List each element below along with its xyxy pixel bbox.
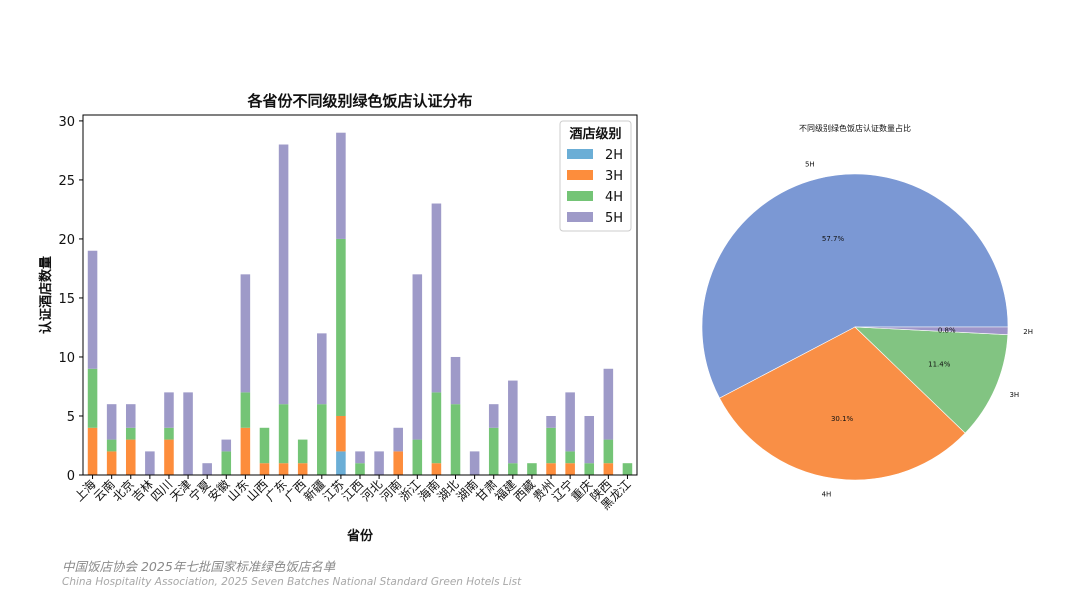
bar-segment-3H	[603, 463, 614, 475]
pie-slice-3H	[854, 326, 1009, 434]
bar-segment-5H	[508, 380, 518, 464]
bar-segment-4H	[125, 427, 136, 440]
bar-segment-5H	[603, 368, 614, 440]
bar-segment-3H	[431, 463, 442, 475]
bar-segment-5H	[488, 404, 499, 428]
bar-segment-5H	[469, 451, 480, 475]
y-tick-label: 25	[58, 174, 75, 189]
bar-segment-5H	[431, 203, 442, 393]
bar-segment-3H	[297, 463, 308, 475]
bar-segment-4H	[317, 404, 327, 475]
legend-swatch-2H	[567, 149, 593, 159]
bar-segment-4H	[297, 439, 308, 464]
y-tick-label: 20	[58, 233, 75, 248]
bar-segment-4H	[412, 439, 423, 475]
bar-segment-3H	[87, 427, 98, 475]
bar-segment-4H	[622, 463, 633, 475]
legend-label-2H: 2H	[605, 148, 623, 163]
pie-label-2H: 2H	[1023, 328, 1033, 336]
bar-segment-4H	[584, 463, 595, 475]
pie-pct-4H: 30.1%	[831, 415, 854, 423]
pie-slice-5H	[701, 173, 1009, 399]
footer-source-en: China Hospitality Association, 2025 Seve…	[62, 576, 522, 588]
legend-swatch-3H	[567, 170, 593, 180]
footer-source-cn: 中国饭店协会 2025年七批国家标准绿色饭店名单	[62, 559, 336, 574]
pie-slice-2H	[854, 326, 1009, 336]
pie-label-4H: 4H	[822, 491, 832, 499]
bar-segment-3H	[240, 427, 251, 475]
bar-segment-4H	[565, 451, 575, 464]
bar-segment-5H	[393, 427, 403, 452]
legend-label-5H: 5H	[605, 211, 623, 226]
bar-segment-5H	[202, 463, 212, 475]
legend-title: 酒店级别	[569, 126, 621, 142]
bar-segment-5H	[565, 392, 575, 452]
bar-segment-4H	[278, 404, 289, 464]
y-tick-label: 5	[67, 410, 75, 425]
bar-segment-3H	[164, 439, 174, 475]
pie-slice-4H	[719, 326, 966, 481]
y-tick-label: 30	[58, 115, 75, 130]
x-axis-label: 省份	[346, 528, 374, 544]
bar-segment-5H	[164, 392, 174, 428]
bar-segment-5H	[240, 274, 251, 393]
pie-pct-5H: 57.7%	[822, 235, 845, 243]
pie-chart-title: 不同级别绿色饭店认证数量占比	[799, 123, 911, 133]
bar-segment-5H	[412, 274, 423, 440]
bar-segment-5H	[145, 451, 155, 475]
y-tick-label: 10	[58, 351, 75, 366]
bar-segment-4H	[240, 392, 251, 428]
legend-label-4H: 4H	[605, 190, 623, 205]
bar-segment-5H	[125, 404, 136, 428]
bar-segment-5H	[278, 144, 289, 405]
bar-chart-title: 各省份不同级别绿色饭店认证分布	[246, 92, 472, 110]
bar-segment-3H	[259, 463, 270, 475]
legend-swatch-5H	[567, 212, 593, 222]
y-tick-label: 15	[58, 292, 75, 307]
bar-segment-5H	[183, 392, 193, 475]
bar-segment-4H	[221, 451, 232, 475]
bar-segment-4H	[106, 439, 117, 452]
bar-segment-4H	[259, 427, 270, 464]
bar-segment-5H	[106, 404, 117, 440]
bar-segment-5H	[87, 250, 98, 369]
y-tick-label: 0	[67, 469, 75, 484]
bar-segment-3H	[125, 439, 136, 475]
bar-segment-5H	[450, 356, 461, 405]
pie-label-3H: 3H	[1009, 391, 1019, 399]
bar-segment-5H	[317, 333, 327, 405]
bar-segment-4H	[164, 427, 174, 440]
bar-segment-4H	[450, 404, 461, 475]
bar-segment-3H	[336, 415, 346, 452]
pie-label-5H: 5H	[805, 161, 815, 169]
y-axis-label: 认证酒店数量	[38, 256, 54, 334]
bar-segment-5H	[546, 415, 556, 428]
bar-segment-4H	[355, 463, 365, 475]
bar-segment-4H	[527, 463, 537, 475]
bar-segment-3H	[106, 451, 117, 475]
bar-segment-2H	[336, 451, 346, 475]
bar-segment-5H	[355, 451, 365, 464]
bar-segment-4H	[431, 392, 442, 464]
bar-segment-5H	[374, 451, 384, 475]
bar-segment-3H	[278, 463, 289, 475]
pie-pct-3H: 11.4%	[928, 360, 951, 368]
bar-segment-4H	[508, 463, 518, 475]
legend-swatch-4H	[567, 191, 593, 201]
bar-segment-3H	[393, 451, 403, 475]
legend-box	[559, 120, 632, 232]
bar-segment-4H	[336, 238, 346, 416]
bar-segment-4H	[87, 368, 98, 428]
bar-segment-5H	[584, 415, 595, 464]
bar-segment-4H	[603, 439, 614, 464]
bar-segment-4H	[488, 427, 499, 475]
pie-pct-2H: 0.8%	[938, 326, 956, 334]
bar-segment-3H	[546, 463, 556, 475]
bar-segment-5H	[221, 439, 232, 452]
bar-segment-3H	[565, 463, 575, 475]
bar-segment-5H	[336, 132, 346, 239]
legend-label-3H: 3H	[605, 169, 623, 184]
bar-segment-4H	[546, 427, 556, 464]
